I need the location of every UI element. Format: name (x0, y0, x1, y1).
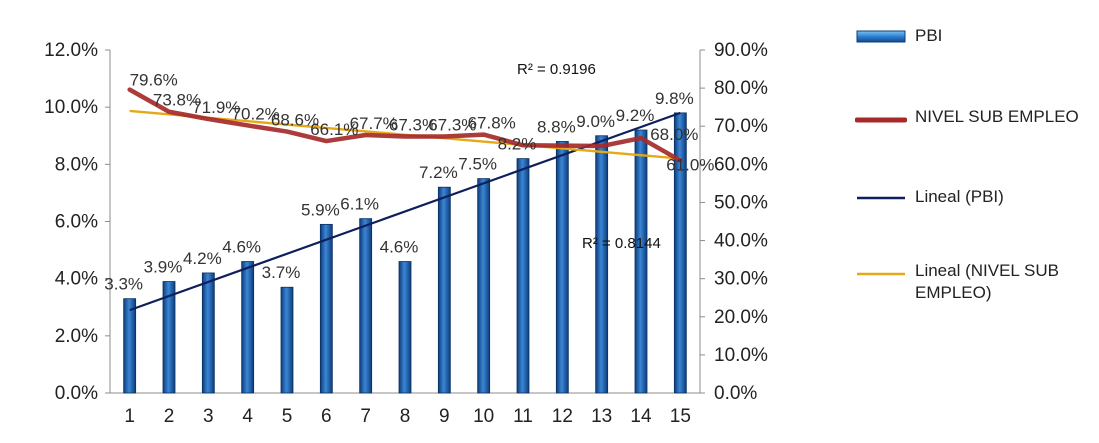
data-label-subempleo: 66.1% (310, 120, 358, 139)
data-label-pbi: 4.6% (380, 238, 419, 257)
legend-trend-pbi-swatch-icon (857, 196, 905, 200)
y-right-tick-label: 30.0% (714, 269, 768, 290)
x-tick-label: 11 (513, 406, 533, 427)
data-label-subempleo: 67.7% (350, 114, 398, 133)
data-label-pbi: 7.5% (458, 155, 497, 174)
data-label-pbi: 8.2% (498, 135, 537, 154)
data-label-pbi: 5.9% (301, 200, 340, 219)
x-tick-label: 8 (400, 406, 411, 427)
legend-label-lineal-pbi: Lineal (PBI) (915, 187, 1004, 206)
bar-pbi (359, 218, 373, 394)
x-tick-label: 2 (164, 406, 175, 427)
data-label-subempleo: 70.2% (232, 104, 280, 123)
bar-pbi (555, 141, 569, 394)
legend-label-pbi: PBI (915, 26, 943, 45)
x-tick-label: 4 (242, 406, 253, 427)
x-tick-label: 15 (670, 406, 691, 427)
legend-trend-subempleo-swatch-icon (857, 272, 905, 276)
x-tick-label: 3 (203, 406, 214, 427)
data-label-subempleo: 71.9% (192, 98, 240, 117)
y-left-tick-label: 8.0% (55, 154, 98, 175)
y-left-tick-label: 10.0% (44, 97, 98, 118)
y-right-tick-label: 10.0% (714, 345, 768, 366)
bar-pbi (595, 135, 609, 394)
y-right-tick-label: 90.0% (714, 40, 768, 61)
bar-pbi (398, 261, 412, 394)
x-tick-label: 6 (321, 406, 332, 427)
y-right-tick-label: 40.0% (714, 231, 768, 252)
axes-layer: 0.0% 2.0% 4.0% 6.0% 8.0% 10.0% 12.0% 0.0% 10.0% 2… (44, 40, 768, 427)
r2-label-pbi: R² = 0.9196 (517, 61, 596, 78)
legend-bar-swatch-icon (856, 30, 906, 43)
legend-line-swatch-icon (855, 117, 907, 123)
y-right-tick-label: 80.0% (714, 78, 768, 99)
bars-layer (123, 112, 687, 394)
y-left-tick-label: 4.0% (55, 269, 98, 290)
bar-pbi (477, 178, 491, 394)
data-label-subempleo: 67.3% (428, 116, 476, 135)
data-label-pbi: 9.8% (655, 89, 694, 108)
data-label-pbi: 9.2% (616, 106, 655, 125)
bar-pbi (241, 261, 255, 394)
x-tick-label: 9 (439, 406, 450, 427)
data-label-pbi: 4.6% (222, 238, 261, 257)
bar-pbi (634, 129, 648, 394)
data-label-pbi: 6.1% (340, 195, 379, 214)
y-right-tick-label: 70.0% (714, 116, 768, 137)
y-right-tick-label: 60.0% (714, 154, 768, 175)
data-label-subempleo: 79.6% (130, 71, 178, 90)
data-label-subempleo: 61.0% (666, 156, 714, 175)
data-label-pbi: 8.8% (537, 117, 576, 136)
legend-label-subempleo: NIVEL SUB EMPLEO (915, 107, 1079, 126)
y-left-tick-label: 2.0% (55, 326, 98, 347)
x-tick-label: 5 (282, 406, 293, 427)
x-tick-label: 10 (473, 406, 494, 427)
lines-layer (127, 87, 683, 312)
y-left-tick-label: 0.0% (55, 383, 98, 404)
y-right-tick-label: 20.0% (714, 307, 768, 328)
x-tick-label: 13 (591, 406, 612, 427)
x-tick-label: 1 (124, 406, 135, 427)
bar-pbi (319, 223, 333, 394)
data-label-subempleo: 67.3% (389, 116, 437, 135)
data-label-subempleo: 68.6% (271, 111, 319, 130)
data-label-pbi: 3.9% (144, 258, 183, 277)
x-tick-label: 12 (552, 406, 573, 427)
y-left-tick-label: 12.0% (44, 40, 98, 61)
y-left-tick-label: 6.0% (55, 212, 98, 233)
legend-label-lineal-subempleo: Lineal (NIVEL SUB EMPLEO) (915, 261, 1059, 302)
bar-pbi (280, 286, 294, 394)
data-label-extra: 68.0% (650, 125, 698, 144)
x-tick-label: 14 (630, 406, 652, 427)
data-label-subempleo: 67.8% (468, 114, 516, 133)
data-label-pbi: 7.2% (419, 163, 458, 182)
y-right-tick-label: 50.0% (714, 192, 768, 213)
r2-label-subempleo: R² = 0.8144 (582, 235, 661, 252)
data-label-subempleo: 73.8% (153, 91, 201, 110)
bar-pbi (516, 158, 530, 394)
data-label-pbi: 4.2% (183, 249, 222, 268)
y-right-tick-label: 0.0% (714, 383, 757, 404)
bar-pbi (437, 186, 451, 394)
data-label-pbi: 3.7% (262, 263, 301, 282)
line-subempleo (127, 87, 683, 163)
bar-pbi (123, 298, 137, 394)
data-label-pbi: 9.0% (576, 112, 615, 131)
data-label-pbi: 3.3% (104, 275, 143, 294)
x-tick-label: 7 (360, 406, 371, 427)
bar-pbi (162, 281, 176, 394)
labels-layer: 3.3%3.9% 4.2%4.6%3.7%5.9% 6.1%4.6%7.2% 7.5%… (104, 61, 714, 294)
bar-pbi (201, 272, 215, 394)
